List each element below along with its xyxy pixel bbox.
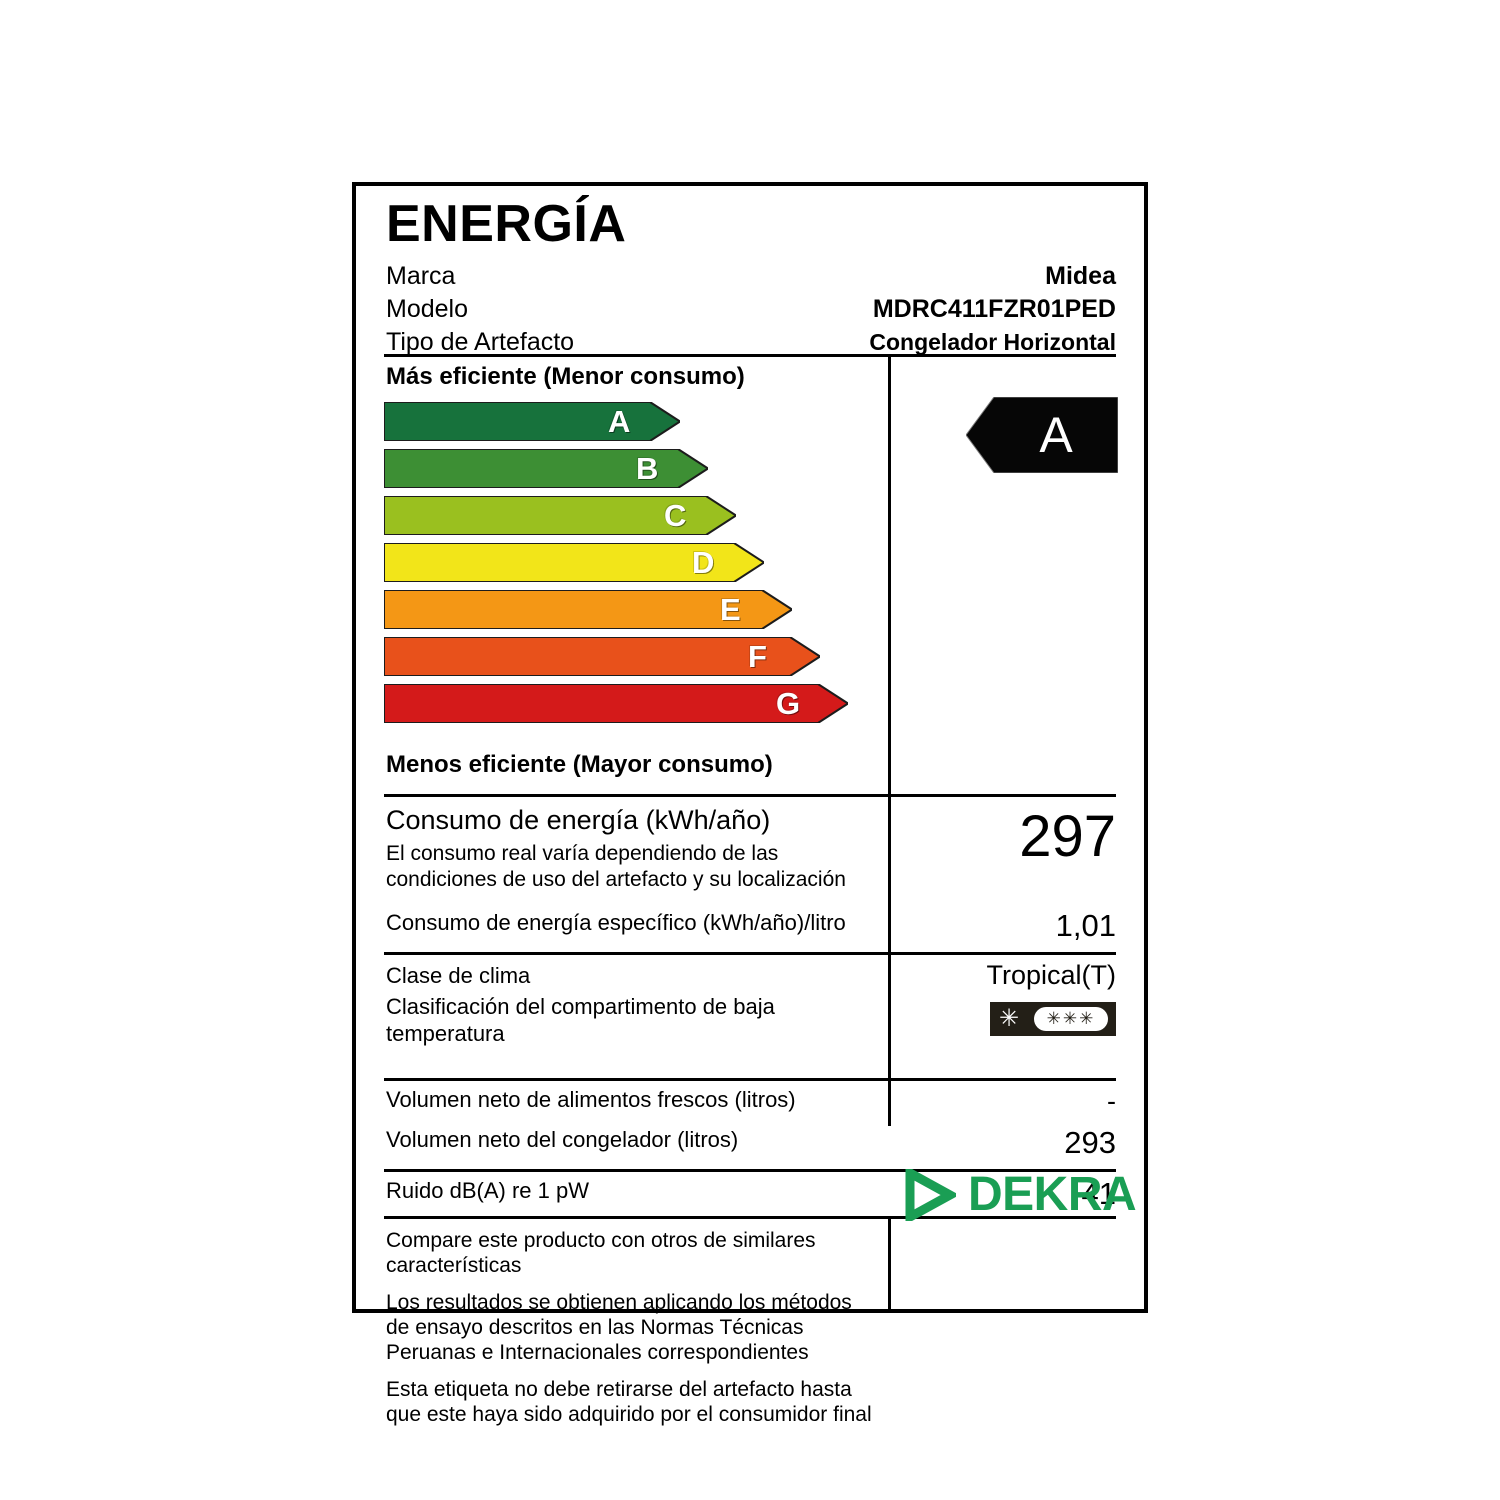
label-header: ENERGÍA Marca Midea Modelo MDRC411FZR01P… (356, 186, 1144, 356)
consumption-main-label: Consumo de energía (kWh/año) (386, 805, 771, 835)
page-title: ENERGÍA (386, 195, 627, 253)
fresh-volume-value: - (1107, 1086, 1116, 1116)
divider-vertical (888, 354, 891, 1126)
info-row-marca: Marca Midea (386, 260, 1116, 293)
efficiency-bar-letter-c: C (664, 498, 687, 533)
marca-value: Midea (1045, 262, 1116, 290)
climate-class-label: Clase de clima (386, 963, 531, 988)
energy-label: ENERGÍA Marca Midea Modelo MDRC411FZR01P… (352, 182, 1148, 1426)
divider-noise-top (384, 1169, 1116, 1172)
row-fresh-volume: Volumen neto de alimentos frescos (litro… (356, 1086, 1144, 1122)
product-info-list: Marca Midea Modelo MDRC411FZR01PED Tipo … (386, 260, 1116, 359)
efficiency-bar-letter-g: G (776, 686, 801, 721)
modelo-value: MDRC411FZR01PED (872, 295, 1116, 323)
scale-caption-most-efficient: Más eficiente (Menor consumo) (386, 363, 745, 390)
efficiency-bar-letter-b: B (636, 451, 659, 486)
specific-consumption-value: 1,01 (1055, 908, 1116, 943)
freezer-volume-label: Volumen neto del congelador (litros) (386, 1127, 739, 1152)
dekra-logo: DEKRA (904, 1167, 1137, 1223)
efficiency-bar-b: B (384, 449, 848, 488)
marca-label: Marca (386, 262, 456, 290)
climate-class-value: Tropical(T) (986, 960, 1116, 990)
divider-consumption-top (384, 794, 1116, 797)
low-temperature-star-badge: ✳ ✳✳✳ (990, 1002, 1116, 1036)
climate-labels: Clase de clima Clasificación del compart… (386, 962, 880, 1047)
consumption-main-value: 297 (1019, 804, 1116, 869)
efficiency-bar-g: G (384, 684, 848, 723)
tipo-value: Congelador Horizontal (869, 329, 1116, 355)
footer-paragraph: Esta etiqueta no debe retirarse del arte… (386, 1378, 872, 1426)
fresh-volume-label: Volumen neto de alimentos frescos (litro… (386, 1087, 796, 1112)
footer-paragraph: Compare este producto con otros de simil… (386, 1229, 816, 1277)
divider-climate-top (384, 952, 1116, 955)
scale-caption-least-efficient: Menos eficiente (Mayor consumo) (386, 751, 773, 778)
divider-header (384, 354, 1116, 357)
star-group-icon: ✳✳✳ (1034, 1007, 1108, 1031)
efficiency-bar-letter-a: A (608, 404, 631, 439)
dekra-triangle-icon (905, 1169, 956, 1221)
rated-class-arrow: A (965, 396, 1119, 474)
efficiency-bar-e: E (384, 590, 848, 629)
row-specific-consumption: Consumo de energía específico (kWh/año)/… (356, 909, 1144, 945)
freezer-volume-value: 293 (1064, 1125, 1116, 1160)
divider-vertical-footer (888, 1216, 891, 1309)
rated-class-letter: A (1039, 407, 1073, 463)
divider-footer-top (384, 1216, 1116, 1219)
noise-value: 41 (1081, 1176, 1116, 1211)
tipo-label: Tipo de Artefacto (386, 328, 575, 356)
compartment-class-label: Clasificación del compartimento de baja … (386, 994, 775, 1046)
footer-paragraph: Los resultados se obtienen aplicando los… (386, 1291, 852, 1364)
efficiency-bar-d: D (384, 543, 848, 582)
efficiency-bar-letter-d: D (692, 545, 715, 580)
efficiency-bar-letter-f: F (748, 639, 767, 674)
consumption-labels: Consumo de energía (kWh/año) El consumo … (386, 804, 880, 893)
efficiency-bar-a: A (384, 402, 848, 441)
noise-label: Ruido dB(A) re 1 pW (386, 1178, 589, 1203)
efficiency-bar-f: F (384, 637, 848, 676)
info-row-modelo: Modelo MDRC411FZR01PED (386, 293, 1116, 326)
efficiency-bar-letter-e: E (720, 592, 741, 627)
efficiency-bar-c: C (384, 496, 848, 535)
dekra-wordmark: DEKRA (968, 1168, 1137, 1221)
row-freezer-volume: Volumen neto del congelador (litros) 293 (356, 1126, 1144, 1162)
divider-volume-top (384, 1078, 1116, 1081)
info-row-tipo: Tipo de Artefacto Congelador Horizontal (386, 326, 1116, 359)
row-noise: Ruido dB(A) re 1 pW 41 (356, 1177, 1144, 1213)
row-consumption: Consumo de energía (kWh/año) El consumo … (356, 804, 1144, 922)
row-climate: Clase de clima Clasificación del compart… (356, 960, 1144, 1072)
star-single-icon: ✳ (999, 1005, 1020, 1032)
footer-disclaimer-list: Compare este producto con otros de simil… (386, 1228, 880, 1439)
specific-consumption-label: Consumo de energía específico (kWh/año)/… (386, 910, 846, 935)
modelo-label: Modelo (386, 295, 468, 323)
consumption-note: El consumo real varía dependiendo de las… (386, 842, 846, 891)
